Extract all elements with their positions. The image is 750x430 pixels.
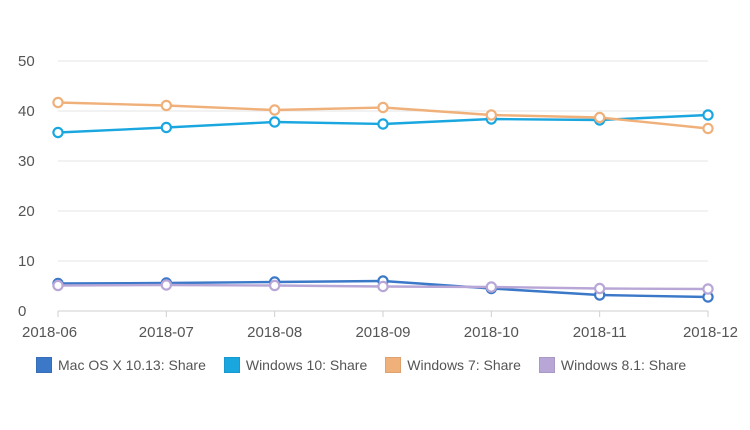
- legend-swatch: [385, 357, 402, 373]
- x-tick-label: 2018-11: [573, 324, 627, 341]
- series-point-2[interactable]: [160, 121, 173, 134]
- legend-item-1[interactable]: Mac OS X 10.13: Share: [36, 357, 206, 373]
- line-chart: 0 10 20 30 40 50 2018-06 2018-07 2018-08 2018-09 2…: [18, 53, 738, 341]
- legend-item-3[interactable]: Windows 7: Share: [385, 357, 521, 373]
- series-point-2[interactable]: [377, 118, 389, 130]
- series-point-2[interactable]: [702, 109, 714, 121]
- x-tick-label: 2018-07: [139, 324, 194, 341]
- legend-label: Windows 8.1: Share: [560, 357, 687, 373]
- series-point-4[interactable]: [593, 282, 606, 295]
- series-lines: [56, 101, 710, 299]
- series-point-3[interactable]: [160, 99, 173, 112]
- series-point-3[interactable]: [377, 101, 389, 114]
- legend-item-2[interactable]: Windows 10: Share: [223, 357, 368, 373]
- series-point-3[interactable]: [593, 111, 606, 124]
- x-tick-label: 2018-09: [355, 324, 410, 341]
- series-point-4[interactable]: [702, 283, 714, 295]
- y-tick-label: 0: [18, 303, 26, 320]
- legend-label: Windows 7: Share: [407, 357, 521, 373]
- y-tick-label: 30: [18, 153, 35, 170]
- x-tick-label: 2018-10: [464, 324, 519, 341]
- legend-label: Mac OS X 10.13: Share: [58, 357, 206, 373]
- chart-legend: Mac OS X 10.13: Share Windows 10: Share Wi…: [36, 353, 746, 377]
- series-point-4[interactable]: [268, 279, 281, 292]
- series-point-3[interactable]: [485, 109, 498, 121]
- legend-item-4[interactable]: Windows 8.1: Share: [538, 357, 687, 373]
- grid-lines: [58, 60, 708, 312]
- y-tick-label: 50: [18, 53, 35, 70]
- y-tick-label: 10: [18, 253, 35, 270]
- series-point-4[interactable]: [377, 280, 389, 293]
- x-tick-label: 2018-06: [22, 324, 77, 341]
- legend-swatch: [36, 357, 52, 373]
- axes: 0 10 20 30 40 50 2018-06 2018-07 2018-08 2018-09 2…: [18, 53, 738, 341]
- x-tick-label: 2018-12: [683, 324, 738, 341]
- series-point-3[interactable]: [52, 96, 64, 109]
- series-point-4[interactable]: [52, 279, 64, 292]
- x-tick-label: 2018-08: [247, 324, 302, 341]
- y-tick-label: 40: [18, 103, 35, 120]
- y-tick-label: 20: [18, 203, 35, 220]
- series-point-4[interactable]: [485, 281, 498, 293]
- series-point-2[interactable]: [268, 116, 281, 128]
- series-point-3[interactable]: [702, 122, 714, 135]
- series-point-2[interactable]: [52, 126, 64, 139]
- legend-swatch: [538, 357, 555, 373]
- series-point-3[interactable]: [268, 104, 281, 116]
- legend-label: Windows 10: Share: [245, 357, 368, 373]
- series-point-4[interactable]: [160, 279, 173, 291]
- legend-swatch: [223, 357, 240, 373]
- data-points: [52, 96, 714, 303]
